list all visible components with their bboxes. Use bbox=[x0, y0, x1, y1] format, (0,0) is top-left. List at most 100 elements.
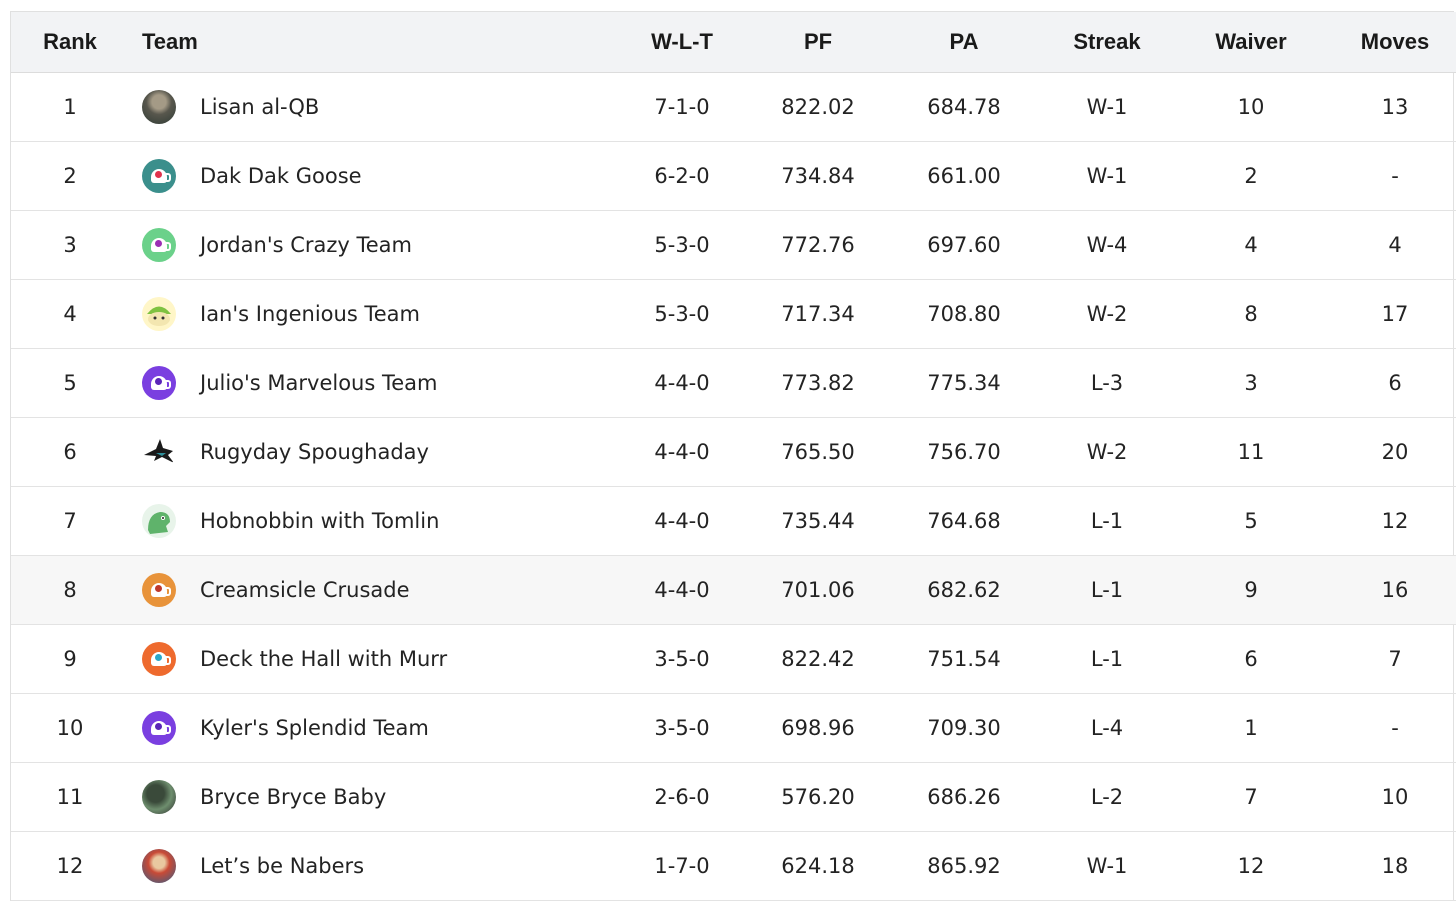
table-row[interactable]: 8 Creamsicle Crusade 4-4-0 701.06 682.62… bbox=[11, 555, 1456, 624]
team-name-wrapper[interactable]: Deck the Hall with Murr bbox=[142, 641, 614, 676]
column-header-pf[interactable]: PF bbox=[750, 12, 886, 73]
team-cell[interactable]: Dak Dak Goose bbox=[129, 141, 614, 210]
pa-cell: 684.78 bbox=[927, 94, 1001, 119]
team-name-wrapper[interactable]: Lisan al-QB bbox=[142, 89, 614, 124]
team-name-link[interactable]: Ian's Ingenious Team bbox=[200, 301, 420, 326]
table-row[interactable]: 10 Kyler's Splendid Team 3-5-0 698.96 70… bbox=[11, 693, 1456, 762]
rank-cell: 4 bbox=[63, 301, 77, 326]
standings-table-container: Rank Team W-L-T PF PA Streak Waiver Move… bbox=[10, 11, 1456, 901]
team-name-link[interactable]: Bryce Bryce Baby bbox=[200, 784, 387, 809]
table-row[interactable]: 1 Lisan al-QB 7-1-0 822.02 684.78 W-1 10… bbox=[11, 72, 1456, 141]
streak-cell: L-4 bbox=[1090, 715, 1124, 740]
waiver-cell: 1 bbox=[1244, 715, 1258, 740]
team-cell[interactable]: Let’s be Nabers bbox=[129, 831, 614, 900]
team-name-wrapper[interactable]: Creamsicle Crusade bbox=[142, 572, 614, 607]
waiver-cell: 10 bbox=[1237, 94, 1265, 119]
team-name-link[interactable]: Hobnobbin with Tomlin bbox=[200, 508, 440, 533]
column-header-wlt[interactable]: W-L-T bbox=[614, 12, 750, 73]
rank-cell: 2 bbox=[63, 163, 77, 188]
wlt-cell: 4-4-0 bbox=[654, 508, 710, 533]
team-name-link[interactable]: Creamsicle Crusade bbox=[200, 577, 410, 602]
team-name-wrapper[interactable]: Ian's Ingenious Team bbox=[142, 296, 614, 331]
team-cell[interactable]: Hobnobbin with Tomlin bbox=[129, 486, 614, 555]
table-row[interactable]: 2 Dak Dak Goose 6-2-0 734.84 661.00 W-1 … bbox=[11, 141, 1456, 210]
team-cell[interactable]: Jordan's Crazy Team bbox=[129, 210, 614, 279]
table-row[interactable]: 4 Ian's Ingenious Team 5-3-0 717.34 708.… bbox=[11, 279, 1456, 348]
team-name-wrapper[interactable]: Hobnobbin with Tomlin bbox=[142, 503, 614, 538]
pa-cell: 682.62 bbox=[927, 577, 1001, 602]
rank-cell: 9 bbox=[63, 646, 77, 671]
table-row[interactable]: 11 Bryce Bryce Baby 2-6-0 576.20 686.26 … bbox=[11, 762, 1456, 831]
team-cell[interactable]: Bryce Bryce Baby bbox=[129, 762, 614, 831]
rank-cell: 11 bbox=[56, 784, 84, 809]
team-name-wrapper[interactable]: Bryce Bryce Baby bbox=[142, 779, 614, 814]
cartoon-icon bbox=[142, 296, 176, 331]
streak-cell: L-1 bbox=[1090, 577, 1124, 602]
column-header-waiver[interactable]: Waiver bbox=[1172, 12, 1330, 73]
moves-cell: 18 bbox=[1381, 853, 1409, 878]
streak-cell: W-4 bbox=[1086, 232, 1128, 257]
team-name-link[interactable]: Let’s be Nabers bbox=[200, 853, 365, 878]
pf-cell: 698.96 bbox=[781, 715, 855, 740]
team-cell[interactable]: Rugyday Spoughaday bbox=[129, 417, 614, 486]
team-cell[interactable]: Ian's Ingenious Team bbox=[129, 279, 614, 348]
team-name-link[interactable]: Dak Dak Goose bbox=[200, 163, 362, 188]
team-name-wrapper[interactable]: Kyler's Splendid Team bbox=[142, 710, 614, 745]
team-name-wrapper[interactable]: Dak Dak Goose bbox=[142, 158, 614, 193]
rank-cell: 3 bbox=[63, 232, 77, 257]
team-name-wrapper[interactable]: Julio's Marvelous Team bbox=[142, 365, 614, 400]
team-name-link[interactable]: Lisan al-QB bbox=[200, 94, 320, 119]
waiver-cell: 2 bbox=[1244, 163, 1258, 188]
table-row[interactable]: 9 Deck the Hall with Murr 3-5-0 822.42 7… bbox=[11, 624, 1456, 693]
wlt-cell: 4-4-0 bbox=[654, 439, 710, 464]
team-cell[interactable]: Deck the Hall with Murr bbox=[129, 624, 614, 693]
column-header-rank[interactable]: Rank bbox=[11, 12, 129, 73]
table-header: Rank Team W-L-T PF PA Streak Waiver Move… bbox=[11, 12, 1456, 73]
team-cell[interactable]: Kyler's Splendid Team bbox=[129, 693, 614, 762]
team-cell[interactable]: Julio's Marvelous Team bbox=[129, 348, 614, 417]
team-name-link[interactable]: Kyler's Splendid Team bbox=[200, 715, 429, 740]
wlt-cell: 6-2-0 bbox=[654, 163, 710, 188]
wlt-cell: 2-6-0 bbox=[654, 784, 710, 809]
helmet-icon bbox=[142, 158, 176, 193]
pa-cell: 686.26 bbox=[927, 784, 1001, 809]
table-row[interactable]: 12 Let’s be Nabers 1-7-0 624.18 865.92 W… bbox=[11, 831, 1456, 900]
wlt-cell: 3-5-0 bbox=[654, 646, 710, 671]
wlt-cell: 4-4-0 bbox=[654, 370, 710, 395]
waiver-cell: 5 bbox=[1244, 508, 1258, 533]
team-name-wrapper[interactable]: Rugyday Spoughaday bbox=[142, 434, 614, 469]
helmet-accent bbox=[155, 377, 162, 385]
pf-cell: 822.02 bbox=[781, 94, 855, 119]
pa-cell: 764.68 bbox=[927, 508, 1001, 533]
team-cell[interactable]: Lisan al-QB bbox=[129, 72, 614, 141]
wlt-cell: 3-5-0 bbox=[654, 715, 710, 740]
team-name-link[interactable]: Rugyday Spoughaday bbox=[200, 439, 429, 464]
team-cell[interactable]: Creamsicle Crusade bbox=[129, 555, 614, 624]
table-row[interactable]: 5 Julio's Marvelous Team 4-4-0 773.82 77… bbox=[11, 348, 1456, 417]
team-name-link[interactable]: Deck the Hall with Murr bbox=[200, 646, 448, 671]
column-header-streak[interactable]: Streak bbox=[1042, 12, 1172, 73]
rank-cell: 7 bbox=[63, 508, 77, 533]
column-header-pa[interactable]: PA bbox=[886, 12, 1042, 73]
streak-cell: W-2 bbox=[1086, 439, 1128, 464]
team-name-wrapper[interactable]: Let’s be Nabers bbox=[142, 848, 614, 883]
wlt-cell: 4-4-0 bbox=[654, 577, 710, 602]
streak-cell: L-2 bbox=[1090, 784, 1124, 809]
table-row[interactable]: 7 Hobnobbin with Tomlin 4-4-0 735.44 764… bbox=[11, 486, 1456, 555]
column-header-moves[interactable]: Moves bbox=[1330, 12, 1456, 73]
pf-cell: 773.82 bbox=[781, 370, 855, 395]
column-header-team[interactable]: Team bbox=[129, 12, 614, 73]
streak-cell: W-2 bbox=[1086, 301, 1128, 326]
helmet-accent bbox=[155, 653, 162, 661]
pf-cell: 735.44 bbox=[781, 508, 855, 533]
pf-cell: 772.76 bbox=[781, 232, 855, 257]
table-row[interactable]: 6 Rugyday Spoughaday 4-4-0 765.50 756.70… bbox=[11, 417, 1456, 486]
wlt-cell: 1-7-0 bbox=[654, 853, 710, 878]
pf-cell: 717.34 bbox=[781, 301, 855, 326]
table-row[interactable]: 3 Jordan's Crazy Team 5-3-0 772.76 697.6… bbox=[11, 210, 1456, 279]
waiver-cell: 8 bbox=[1244, 301, 1258, 326]
team-name-link[interactable]: Julio's Marvelous Team bbox=[200, 370, 438, 395]
pa-cell: 751.54 bbox=[927, 646, 1001, 671]
team-name-link[interactable]: Jordan's Crazy Team bbox=[200, 232, 412, 257]
team-name-wrapper[interactable]: Jordan's Crazy Team bbox=[142, 227, 614, 262]
